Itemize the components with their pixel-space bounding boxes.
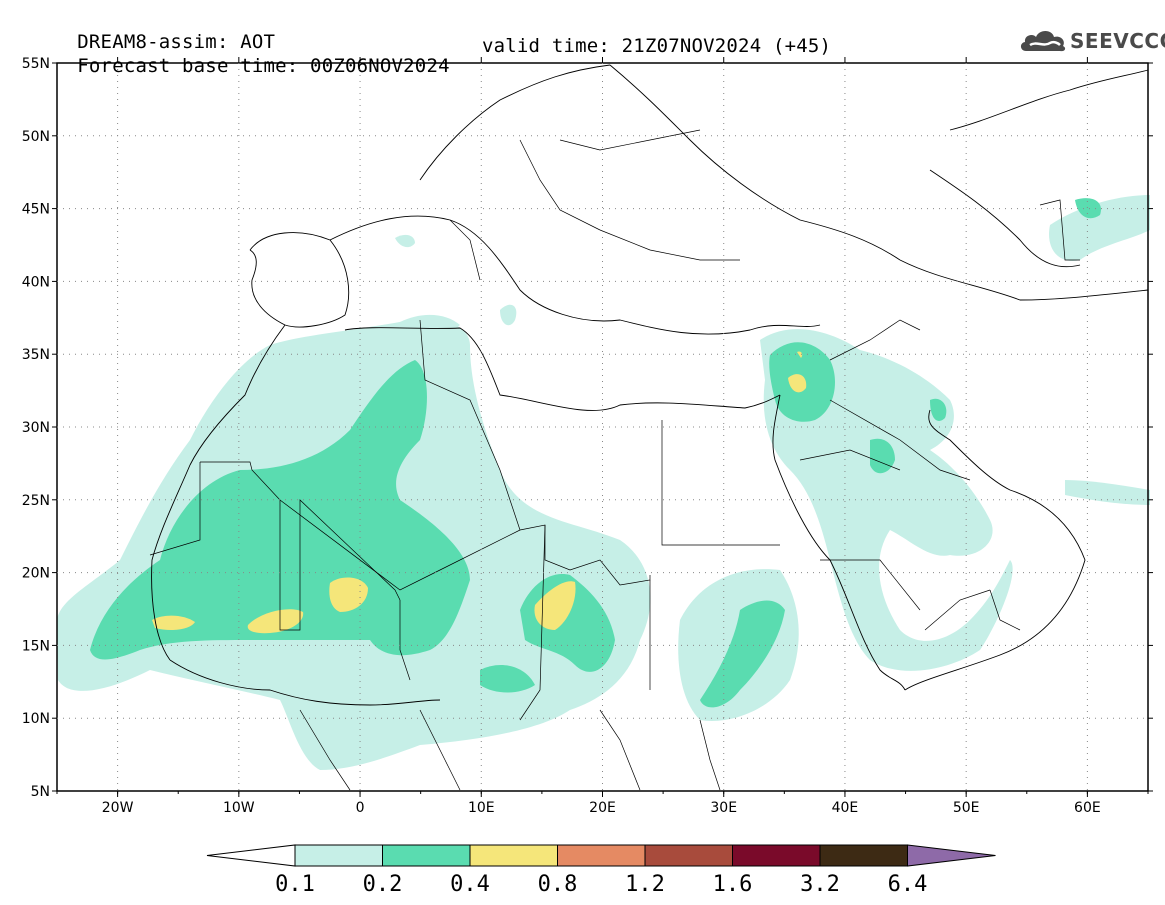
lon-label: 0 xyxy=(356,800,365,816)
colorbar-label: 0.1 xyxy=(275,872,315,897)
colorbar-segment xyxy=(819,844,908,867)
lon-labels: 20W 10W 0 10E 20E 30E 40E 50E 60E xyxy=(102,800,1101,816)
colorbar-segment xyxy=(644,844,733,867)
colorbar-low-arrow xyxy=(206,844,296,867)
colorbar-label: 6.4 xyxy=(888,872,928,897)
colorbar-segment xyxy=(732,844,821,867)
lat-label: 30N xyxy=(22,420,50,436)
lon-label: 50E xyxy=(953,800,980,816)
map-grid xyxy=(57,63,1148,791)
cloud-logo-icon xyxy=(1020,31,1066,52)
lat-label: 5N xyxy=(31,784,50,800)
colorbar-segment xyxy=(382,844,471,867)
seevccc-logo: SEEVCCC xyxy=(1018,25,1165,55)
lon-label: 10E xyxy=(468,800,495,816)
lat-label: 10N xyxy=(22,711,50,727)
lon-label: 20W xyxy=(102,800,134,816)
map-title: DREAM8-assim: AOT xyxy=(54,12,275,52)
colorbar-high-arrow xyxy=(907,844,996,867)
aot-colorbar xyxy=(206,844,996,867)
valid-time: valid time: 21Z07NOV2024 (+45) xyxy=(482,35,832,57)
lat-label: 45N xyxy=(22,202,50,218)
lat-label: 15N xyxy=(22,638,50,654)
lat-labels: 55N 50N 45N 40N 35N 30N 25N 20N 15N 10N 5N xyxy=(22,56,50,800)
colorbar-segment xyxy=(294,844,383,867)
colorbar-label: 0.8 xyxy=(538,872,578,897)
lat-label: 35N xyxy=(22,347,50,363)
colorbar-label: 3.2 xyxy=(800,872,840,897)
lat-label: 20N xyxy=(22,566,50,582)
lat-label: 40N xyxy=(22,274,50,290)
time-line: Forecast base time: 00Z06NOV2024 valid t… xyxy=(54,36,831,96)
lat-label: 25N xyxy=(22,493,50,509)
lon-label: 40E xyxy=(832,800,859,816)
lat-label: 50N xyxy=(22,129,50,145)
title-line1: DREAM8-assim: AOT xyxy=(77,31,276,53)
colorbar-segment xyxy=(557,844,646,867)
colorbar-label: 1.6 xyxy=(713,872,753,897)
colorbar-segment xyxy=(469,844,558,867)
colorbar-label: 0.2 xyxy=(363,872,403,897)
lon-label: 20E xyxy=(589,800,616,816)
country-borders xyxy=(149,129,1080,791)
colorbar-label: 1.2 xyxy=(625,872,665,897)
colorbar-label: 0.4 xyxy=(450,872,490,897)
lon-label: 10W xyxy=(223,800,255,816)
lat-label: 55N xyxy=(22,56,50,72)
colorbar-labels: 0.1 0.2 0.4 0.8 1.2 1.6 3.2 6.4 xyxy=(275,872,927,897)
lon-label: 60E xyxy=(1074,800,1101,816)
aot-shading-high xyxy=(152,351,807,634)
base-time: Forecast base time: 00Z06NOV2024 xyxy=(77,55,450,77)
logo-text: SEEVCCC xyxy=(1070,29,1165,53)
lon-label: 30E xyxy=(710,800,737,816)
axis-ticks xyxy=(52,57,1153,797)
